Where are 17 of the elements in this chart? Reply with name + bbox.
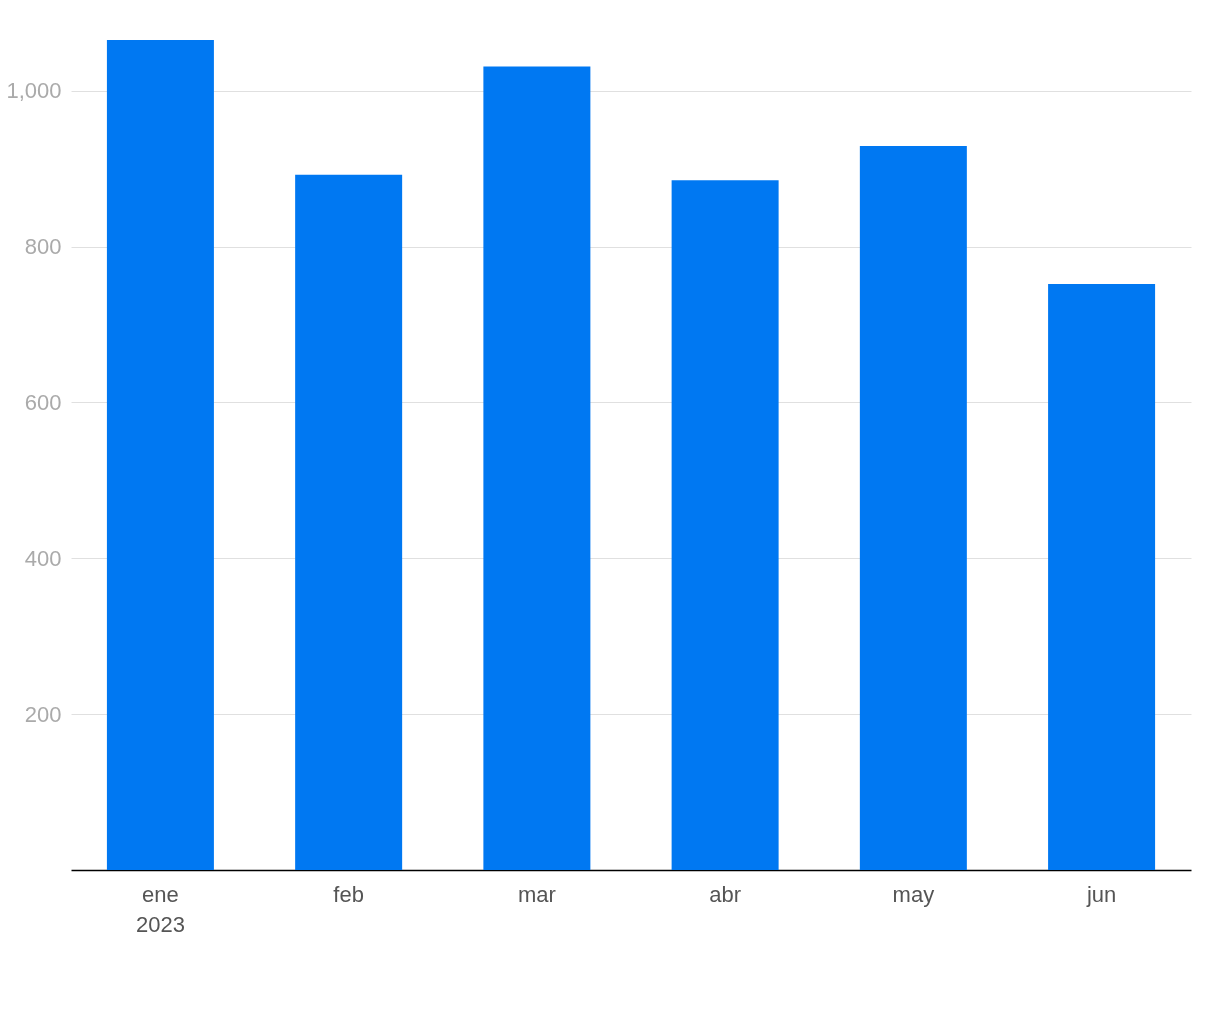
bar — [859, 145, 967, 870]
y-tick-label: 600 — [24, 389, 62, 415]
y-tick-label: 1,000 — [6, 78, 62, 104]
x-tick-label: ene 2023 — [135, 881, 185, 937]
y-tick-label: 400 — [24, 545, 62, 571]
x-tick-label: may — [892, 881, 935, 907]
x-tick-label: feb — [333, 881, 364, 907]
x-tick-label: abr — [709, 881, 742, 907]
bar — [295, 174, 403, 870]
bar — [671, 180, 779, 870]
bar — [483, 66, 591, 870]
bar — [1048, 283, 1156, 870]
x-tick-label: mar — [517, 881, 556, 907]
y-tick-label: 800 — [24, 234, 62, 260]
x-tick-label: jun — [1085, 881, 1117, 907]
bar — [106, 40, 214, 870]
y-tick-label: 200 — [24, 701, 62, 727]
